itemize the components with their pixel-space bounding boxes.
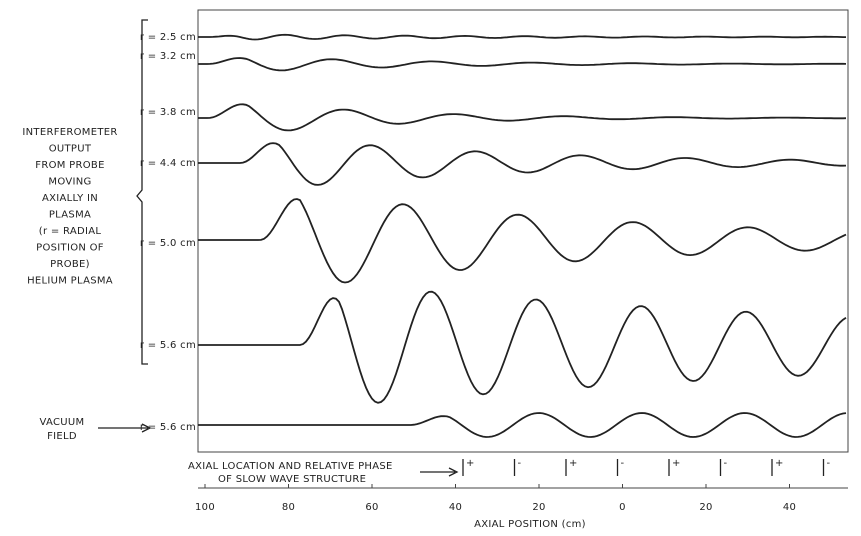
- phase-marker: +: [466, 458, 475, 469]
- phase-marker: +: [775, 458, 784, 469]
- phase-marker: -: [518, 458, 522, 469]
- vacuum-label: FIELD: [47, 431, 77, 442]
- trace-label: r = 5.6 cm: [140, 340, 196, 351]
- x-tick-label: 20: [699, 502, 712, 513]
- side-label: OUTPUT: [49, 144, 92, 155]
- x-tick-label: 80: [282, 502, 295, 513]
- side-label: PLASMA: [49, 210, 91, 221]
- vacuum-label: VACUUM: [40, 417, 85, 428]
- x-tick-label: 60: [365, 502, 378, 513]
- x-axis-title: AXIAL POSITION (cm): [474, 519, 586, 530]
- phase-marker: -: [827, 458, 831, 469]
- x-tick-label: 40: [783, 502, 796, 513]
- trace-label: r = 3.2 cm: [140, 51, 196, 62]
- trace-label: r = 3.8 cm: [140, 107, 196, 118]
- trace: [198, 412, 847, 438]
- phase-arrow: [420, 467, 459, 477]
- x-tick-label: 40: [449, 502, 462, 513]
- trace: [198, 198, 847, 284]
- x-tick-label: 20: [532, 502, 545, 513]
- vacuum-arrow: [98, 423, 152, 433]
- side-label: (r = RADIAL: [39, 226, 102, 237]
- phase-label: OF SLOW WAVE STRUCTURE: [218, 474, 366, 485]
- plot-frame: [197, 9, 849, 453]
- side-label: MOVING: [48, 177, 91, 188]
- side-label: AXIALLY IN: [42, 193, 98, 204]
- bracket: [136, 19, 148, 365]
- trace: [198, 103, 847, 132]
- phase-marker: +: [672, 458, 681, 469]
- trace: [198, 290, 847, 404]
- phase-marker: -: [724, 458, 728, 469]
- trace: [198, 33, 846, 41]
- phase-marker: -: [621, 458, 625, 469]
- phase-marker: +: [569, 458, 578, 469]
- side-label: PROBE): [50, 259, 90, 270]
- trace-label: r = 5.6 cm: [140, 422, 196, 433]
- x-tick-label: 0: [619, 502, 626, 513]
- trace: [198, 57, 847, 72]
- x-tick-label: 100: [195, 502, 215, 513]
- trace-label: r = 5.0 cm: [140, 238, 196, 249]
- side-label: HELIUM PLASMA: [27, 276, 113, 287]
- trace-label: r = 2.5 cm: [140, 32, 196, 43]
- side-label: FROM PROBE: [35, 160, 104, 171]
- phase-label: AXIAL LOCATION AND RELATIVE PHASE: [188, 461, 393, 472]
- trace: [198, 142, 847, 186]
- side-label: INTERFEROMETER: [22, 127, 117, 138]
- side-label: POSITION OF: [36, 243, 104, 254]
- trace-label: r = 4.4 cm: [140, 158, 196, 169]
